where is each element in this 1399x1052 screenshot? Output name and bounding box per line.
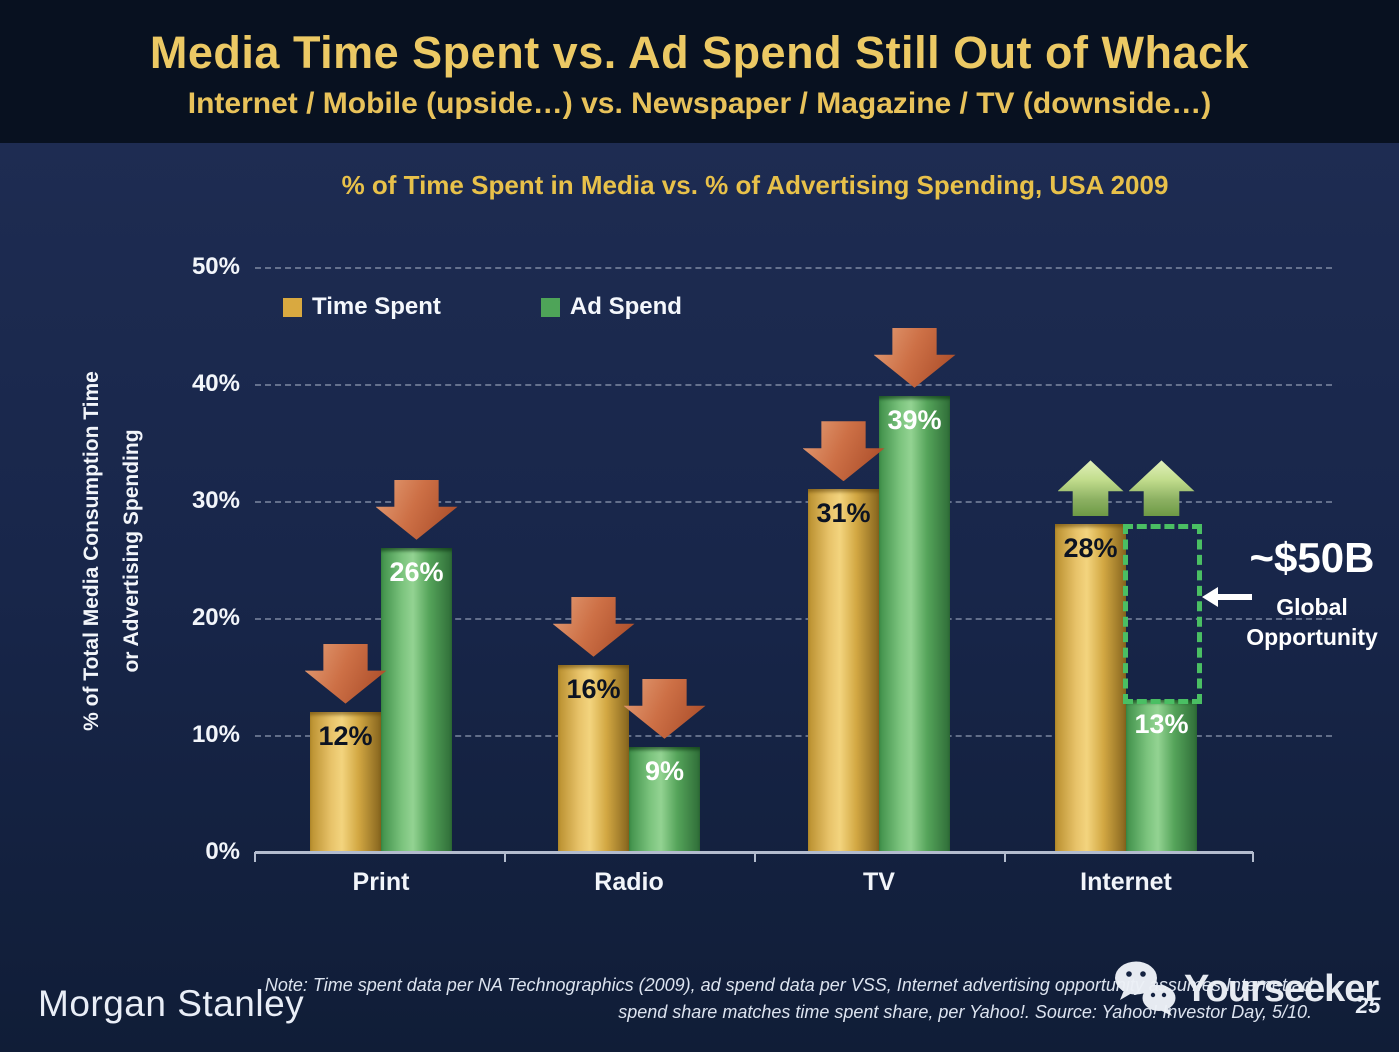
bar-value-radio-ad-spend: 9% [644, 755, 685, 786]
y-tick-label-40: 40% [191, 370, 240, 397]
y-tick-label-50: 50% [191, 253, 240, 280]
category-label-print: Print [352, 868, 410, 896]
bar-tv-time-spent [808, 489, 879, 852]
up-arrow-internet-ad-spend [1128, 460, 1195, 517]
gridline-50 [255, 267, 1332, 269]
morgan-stanley-logo: Morgan Stanley [38, 983, 305, 1024]
chart-title: % of Time Spent in Media vs. % of Advert… [341, 170, 1169, 200]
bar-value-print-time-spent: 12% [318, 720, 373, 751]
bar-value-radio-time-spent: 16% [566, 673, 621, 704]
wechat-icon [1115, 961, 1176, 1016]
gridline-30 [255, 501, 1332, 503]
slide-header: Media Time Spent vs. Ad Spend Still Out … [0, 0, 1399, 143]
category-label-radio: Radio [594, 868, 664, 896]
watermark: Yourseeker [1112, 960, 1379, 1018]
bar-value-tv-time-spent: 31% [816, 498, 871, 529]
up-arrow-internet-time-spent [1057, 460, 1124, 517]
legend-item-ad-spend: Ad Spend [540, 293, 682, 321]
legend-label-ad-spend: Ad Spend [569, 293, 682, 320]
down-arrow-radio-ad-spend [623, 678, 706, 739]
bar-value-print-ad-spend: 26% [389, 556, 444, 587]
x-axis-tick-4 [1252, 852, 1254, 862]
opportunity-gap-box [1123, 524, 1202, 704]
global-opportunity-annotation: ~$50B Global Opportunity [1232, 534, 1392, 652]
category-label-internet: Internet [1080, 868, 1172, 896]
opportunity-label-line1: Global [1276, 594, 1348, 620]
legend-item-time-spent: Time Spent [283, 293, 441, 321]
y-tick-label-10: 10% [191, 721, 240, 748]
down-arrow-radio-time-spent [552, 596, 635, 657]
down-arrow-print-ad-spend [375, 479, 458, 540]
bar-value-tv-ad-spend: 39% [887, 404, 942, 435]
bar-internet-time-spent [1055, 524, 1126, 852]
y-tick-label-20: 20% [191, 604, 240, 631]
bar-value-internet-ad-spend: 13% [1134, 708, 1189, 739]
opportunity-value: ~$50B [1249, 534, 1375, 581]
slide-title: Media Time Spent vs. Ad Spend Still Out … [149, 26, 1250, 78]
left-arrow-icon [1202, 587, 1252, 607]
slide-subtitle: Internet / Mobile (upside…) vs. Newspape… [187, 86, 1212, 120]
x-axis-tick-1 [504, 852, 506, 862]
bar-radio-time-spent [558, 664, 629, 852]
x-axis-tick-2 [754, 852, 756, 862]
bar-value-internet-time-spent: 28% [1063, 533, 1118, 564]
x-axis-tick-0 [254, 852, 256, 862]
down-arrow-tv-ad-spend [873, 327, 956, 388]
source-note-line2: spend share matches time spent share, pe… [618, 1002, 1312, 1022]
gridline-40 [255, 384, 1332, 386]
legend-swatch-time-spent [283, 297, 302, 317]
gridline-20 [255, 618, 1332, 620]
category-label-tv: TV [863, 868, 895, 896]
y-tick-label-30: 30% [191, 487, 240, 514]
gridline-10 [255, 735, 1332, 737]
page-number: 25 [1356, 993, 1381, 1018]
legend-label-time-spent: Time Spent [312, 293, 441, 320]
down-arrow-tv-time-spent [802, 421, 885, 482]
watermark-text: Yourseeker [1184, 967, 1379, 1010]
x-axis-tick-3 [1004, 852, 1006, 862]
bar-tv-ad-spend [879, 395, 950, 852]
bar-print-ad-spend [381, 547, 452, 852]
bar-internet-ad-spend [1126, 699, 1197, 852]
down-arrow-print-time-spent [304, 643, 387, 704]
opportunity-label-line2: Opportunity [1246, 624, 1378, 650]
bar-print-time-spent [310, 711, 381, 852]
source-note-line1: Note: Time spent data per NA Technograph… [264, 975, 1312, 995]
bar-radio-ad-spend [629, 746, 700, 852]
y-tick-label-0: 0% [205, 838, 240, 865]
source-note: Note: Time spent data per NA Technograph… [262, 972, 1312, 1026]
legend: Time Spent Ad Spend [283, 293, 682, 321]
legend-swatch-ad-spend [540, 297, 560, 317]
